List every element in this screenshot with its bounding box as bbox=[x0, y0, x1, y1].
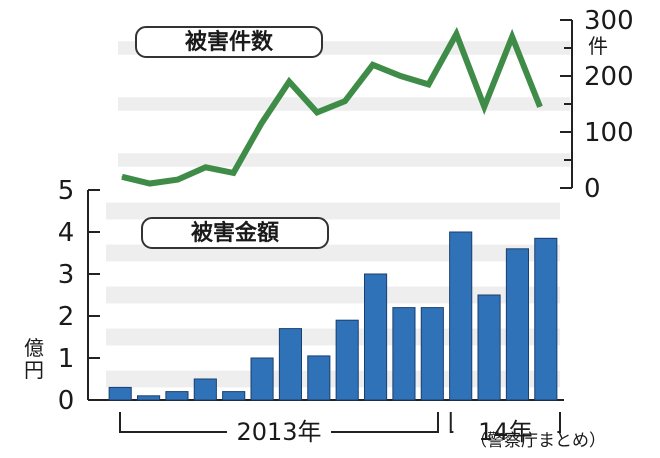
bar-grid-band bbox=[106, 370, 560, 388]
bar-y-tick-label: 5 bbox=[58, 176, 75, 206]
line-grid-band bbox=[118, 153, 570, 167]
bar-y-tick-label: 4 bbox=[58, 218, 75, 248]
line-y-tick-label: 100 bbox=[584, 118, 634, 148]
bar-y-tick-label: 3 bbox=[58, 260, 75, 290]
bar bbox=[108, 386, 132, 401]
bar bbox=[335, 319, 359, 401]
line-point bbox=[316, 111, 318, 113]
source-note: （警察庁まとめ） bbox=[470, 431, 606, 451]
line-point bbox=[205, 166, 207, 168]
line-chart-title: 被害件数 bbox=[185, 29, 274, 55]
line-y-tick-label: 300 bbox=[584, 6, 634, 36]
line-y-unit: 件 bbox=[588, 34, 608, 58]
bar bbox=[222, 391, 246, 401]
bar-y-unit: 億円 bbox=[24, 336, 44, 382]
line-series bbox=[121, 26, 543, 187]
bar bbox=[477, 294, 501, 401]
bar-chart-title-box: 被害金額 bbox=[141, 217, 329, 249]
x-group-label: 2013年 bbox=[236, 418, 321, 446]
line-point bbox=[483, 106, 485, 108]
bar bbox=[534, 237, 558, 401]
bar-grid-band bbox=[106, 286, 560, 304]
x-group-brackets: 2013年 14年 bbox=[119, 412, 561, 446]
bar bbox=[449, 231, 473, 401]
x-group-label: 14年 bbox=[478, 418, 533, 446]
bar-grid-band bbox=[106, 202, 560, 220]
line-y-tick-label: 0 bbox=[584, 174, 601, 204]
line-point bbox=[372, 64, 374, 66]
line-point bbox=[260, 123, 262, 125]
bar bbox=[165, 391, 189, 401]
line-y-tick-label: 200 bbox=[584, 62, 634, 92]
line-point bbox=[149, 183, 151, 185]
bar bbox=[363, 273, 388, 401]
line-point bbox=[539, 106, 541, 108]
bar-y-tick-label: 1 bbox=[58, 344, 75, 374]
line-point bbox=[428, 83, 430, 85]
bar bbox=[278, 328, 303, 401]
bar bbox=[307, 355, 331, 401]
bar bbox=[136, 395, 161, 401]
bar-y-tick-label: 0 bbox=[58, 386, 75, 416]
line-point bbox=[121, 176, 123, 178]
bar bbox=[505, 248, 530, 401]
line-point bbox=[511, 36, 513, 38]
line-point bbox=[400, 75, 402, 77]
line-path bbox=[121, 26, 543, 187]
line-point bbox=[177, 179, 179, 181]
bar bbox=[193, 378, 217, 401]
line-point bbox=[232, 172, 234, 174]
line-point bbox=[344, 100, 346, 102]
bar bbox=[250, 357, 274, 401]
bar-y-tick-label: 2 bbox=[58, 302, 75, 332]
line-chart-title-box: 被害件数 bbox=[135, 26, 323, 58]
bar bbox=[420, 307, 444, 401]
line-chart-right-axis: 0 100 200 300 bbox=[560, 6, 634, 204]
bar-grid-band bbox=[106, 328, 560, 346]
bar-chart-grid bbox=[106, 202, 560, 388]
bar-series bbox=[108, 231, 558, 401]
bar-chart-title: 被害金額 bbox=[191, 220, 279, 246]
line-point bbox=[288, 81, 290, 83]
bar bbox=[392, 307, 416, 401]
line-point bbox=[455, 33, 457, 35]
